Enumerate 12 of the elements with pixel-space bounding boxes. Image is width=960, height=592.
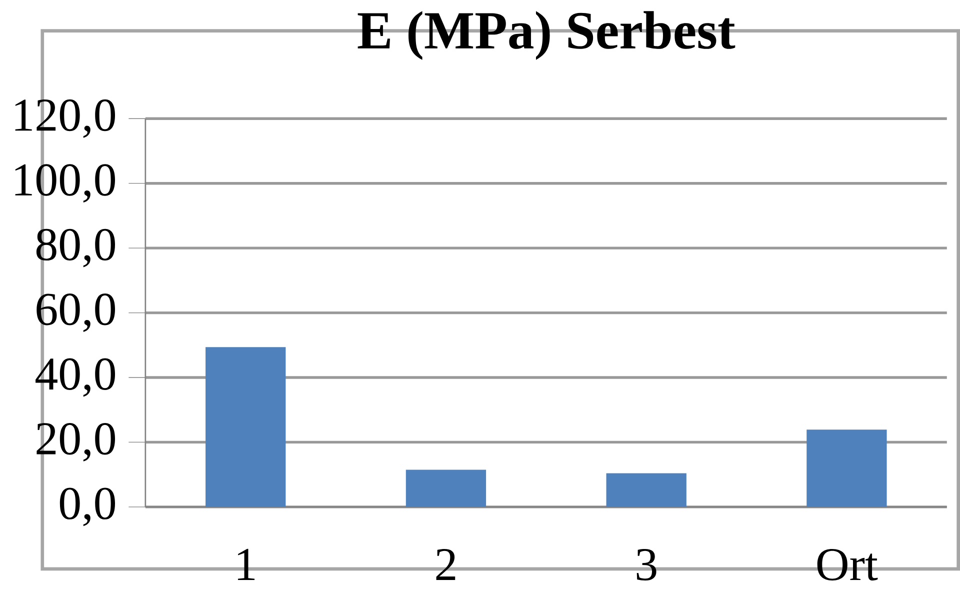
y-tick-label: 40,0 bbox=[36, 358, 116, 397]
x-tick-label: Ort bbox=[817, 549, 878, 581]
y-tick-label: 100,0 bbox=[15, 164, 116, 203]
chart-title: E (MPa) Serbest bbox=[358, 11, 736, 60]
y-tick-label: 60,0 bbox=[36, 294, 116, 332]
x-tick-label: 1 bbox=[238, 549, 255, 580]
y-tick-label: 80,0 bbox=[36, 228, 116, 268]
y-tick-label: 120,0 bbox=[15, 100, 116, 138]
y-tick-label: 20,0 bbox=[36, 423, 116, 462]
x-tick-label: 2 bbox=[436, 549, 456, 580]
y-tick-label: 0,0 bbox=[60, 488, 116, 526]
x-tick-label: 3 bbox=[636, 549, 656, 581]
